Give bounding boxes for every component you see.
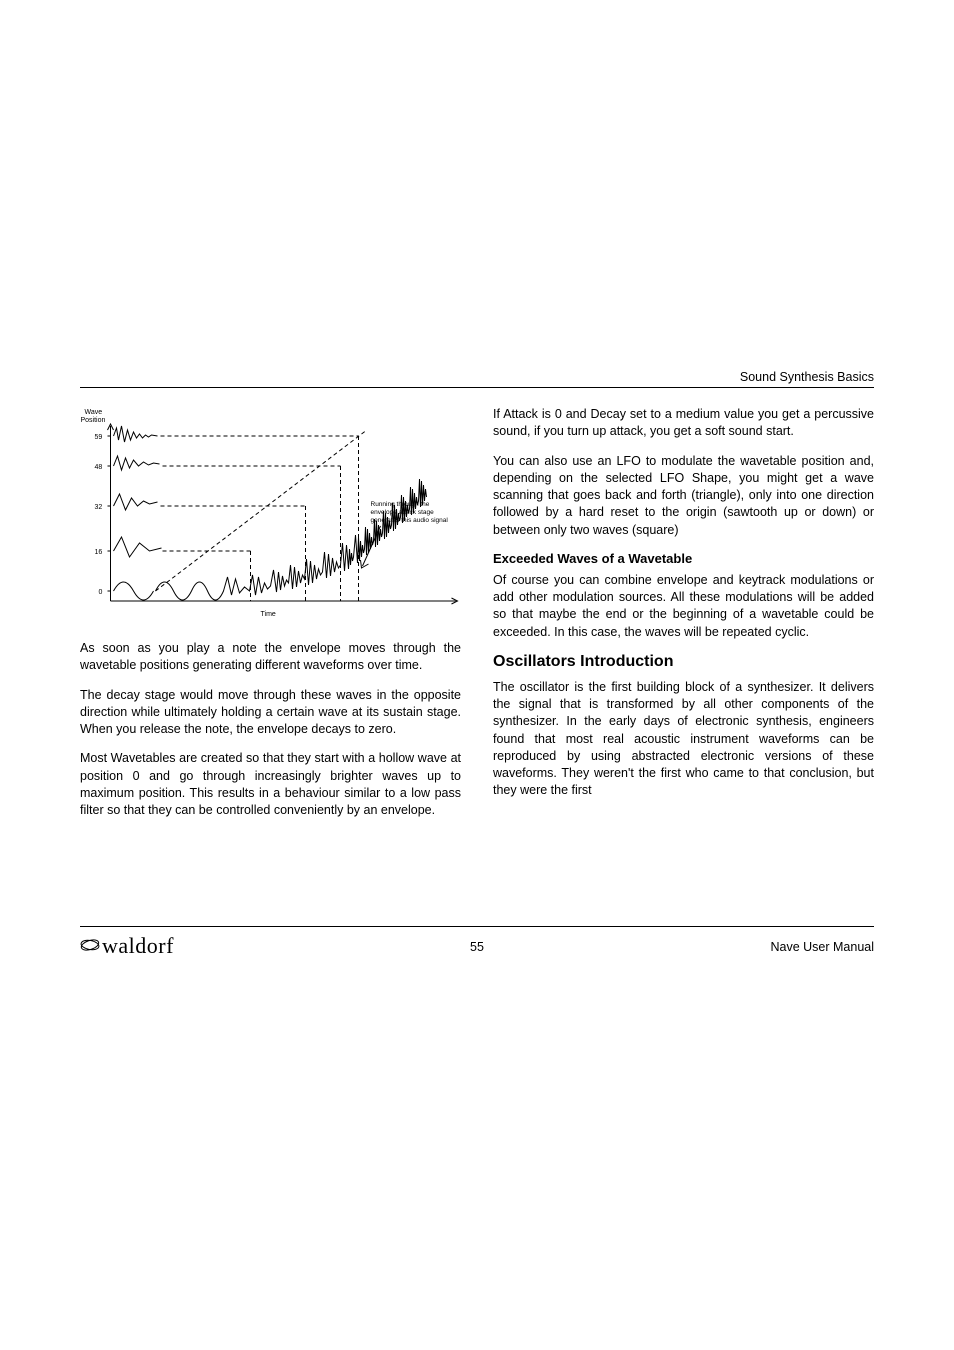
y-ticks: 59 48 32 16 0 (95, 434, 111, 596)
right-para-2: You can also use an LFO to modulate the … (493, 453, 874, 539)
right-para-4: The oscillator is the first building blo… (493, 679, 874, 800)
subheading-exceeded: Exceeded Waves of a Wavetable (493, 551, 874, 566)
left-para-1: As soon as you play a note the envelope … (80, 640, 461, 675)
left-para-2: The decay stage would move through these… (80, 687, 461, 739)
ytick-16: 16 (95, 549, 103, 556)
brand-text: waldorf (102, 933, 174, 958)
ytick-32: 32 (95, 504, 103, 511)
right-column: If Attack is 0 and Decay set to a medium… (493, 406, 874, 831)
ytick-48: 48 (95, 464, 103, 471)
ytick-0: 0 (99, 589, 103, 596)
dashed-guides (156, 431, 366, 601)
left-column: Wave Position (80, 406, 461, 831)
wavetable-diagram: Wave Position (80, 406, 461, 626)
running-header: Sound Synthesis Basics (80, 370, 874, 388)
y-axis-label: Wave Position (81, 409, 106, 424)
left-para-3: Most Wavetables are created so that they… (80, 750, 461, 819)
brand-ring-icon (80, 935, 100, 961)
two-column-layout: Wave Position (80, 406, 874, 831)
manual-title: Nave User Manual (770, 940, 874, 954)
x-axis-label: Time (261, 611, 276, 618)
ytick-59: 59 (95, 434, 103, 441)
brand-logo: waldorf (80, 933, 174, 961)
audio-signal (156, 479, 427, 600)
right-para-1: If Attack is 0 and Decay set to a medium… (493, 406, 874, 441)
page-footer: waldorf 55 Nave User Manual (80, 926, 874, 961)
section-heading-oscillators: Oscillators Introduction (493, 653, 874, 671)
side-waveforms (114, 426, 162, 600)
page-number: 55 (470, 940, 484, 954)
right-para-3: Of course you can combine envelope and k… (493, 572, 874, 641)
